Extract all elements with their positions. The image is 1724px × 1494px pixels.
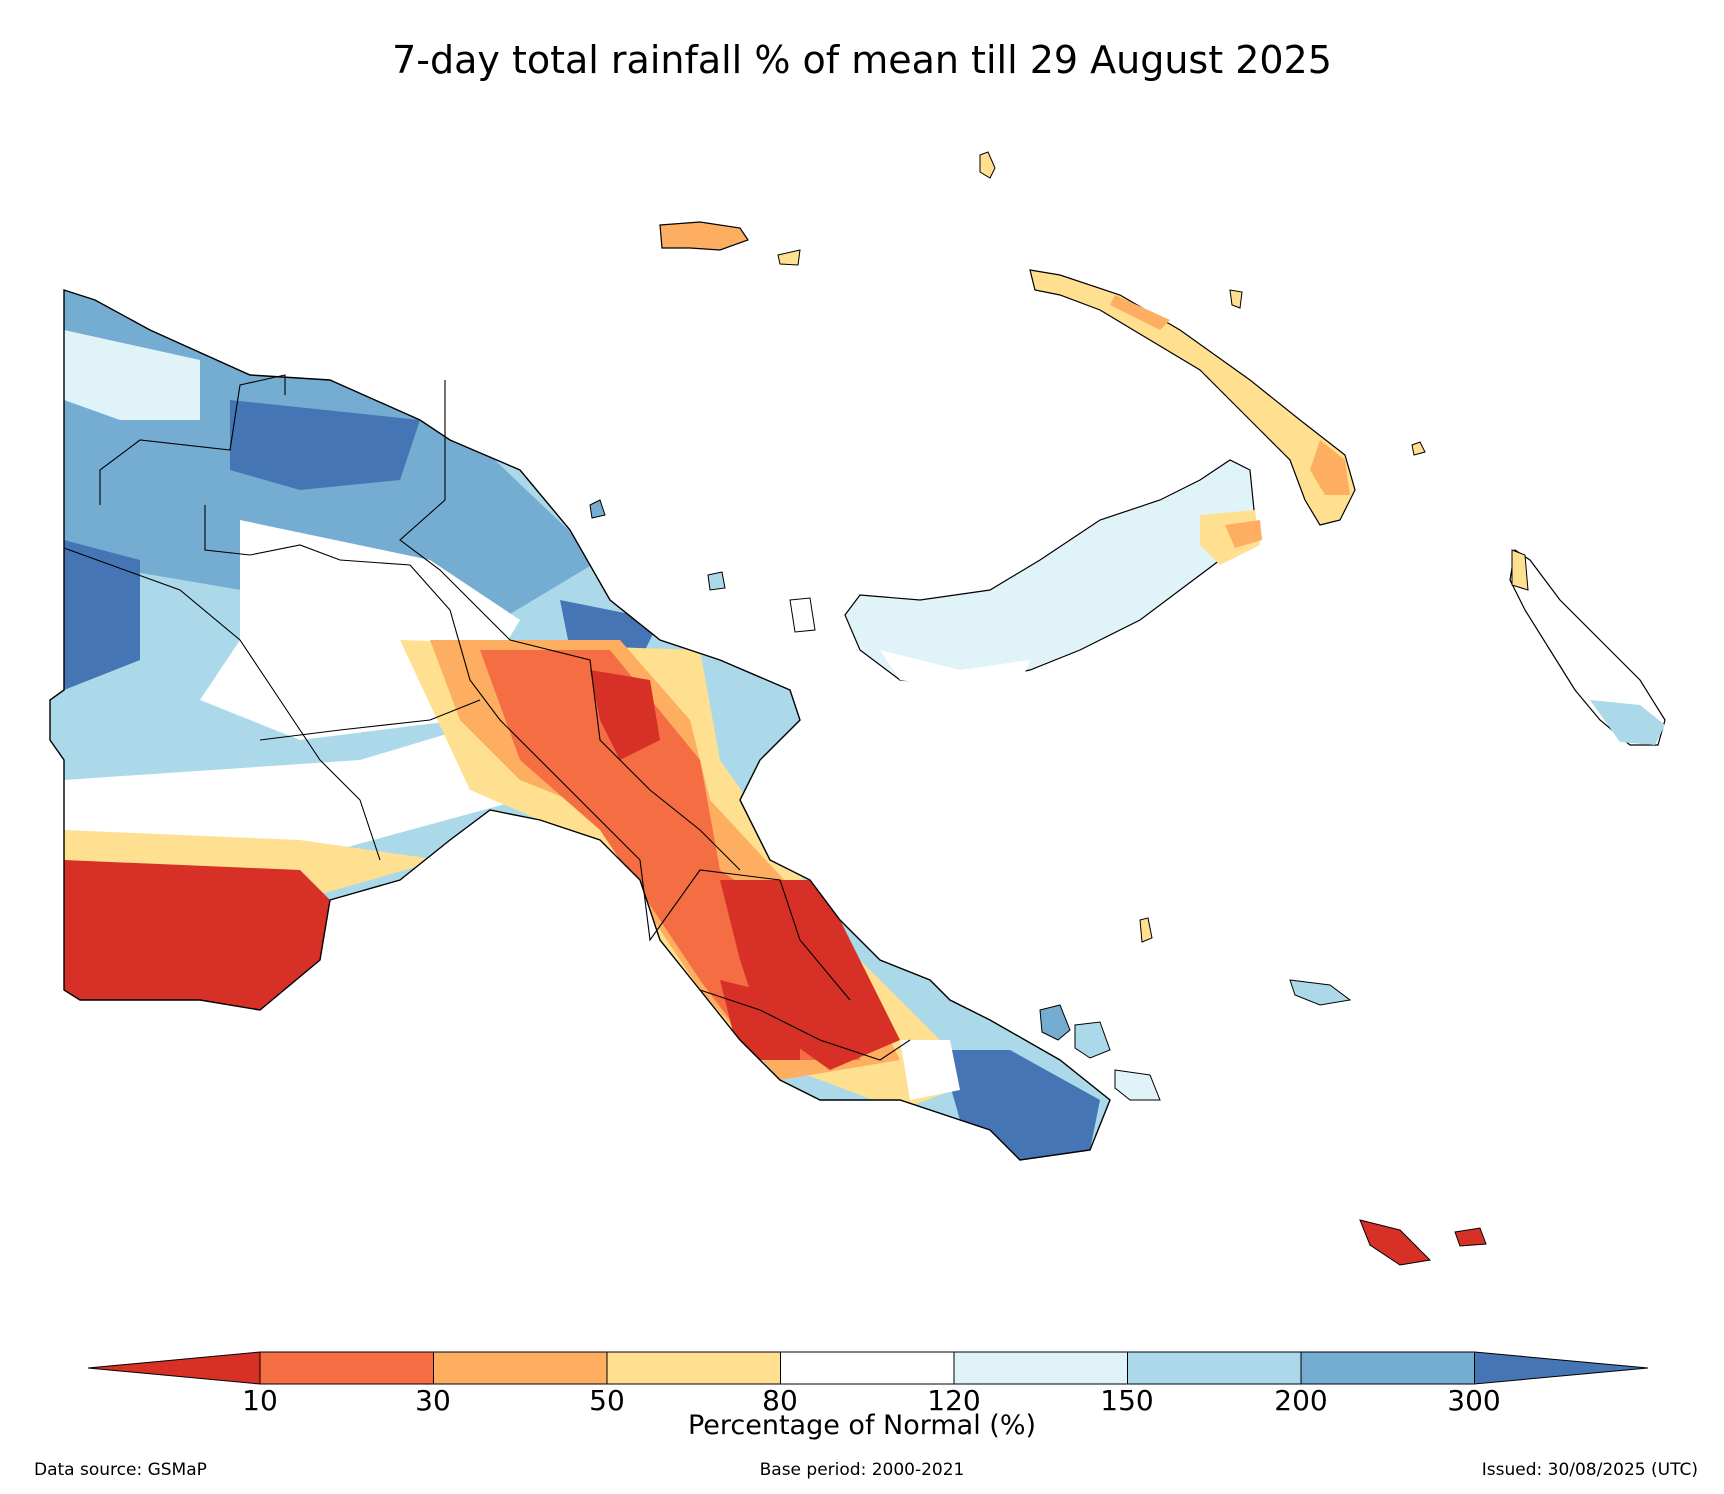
colorbar-tick-200: 200 [1274, 1384, 1328, 1417]
colorbar-segment-120-150 [953, 1351, 1128, 1385]
manus-island [659, 221, 749, 251]
colorbar-segment-10-30 [259, 1351, 434, 1385]
mussau-island [979, 151, 996, 179]
rossel-island [1454, 1227, 1487, 1247]
bougainville [1509, 548, 1666, 746]
province-boundaries [63, 374, 911, 1061]
new-ireland-north-dry [1110, 295, 1170, 330]
colorbar-high-extension [1474, 1351, 1649, 1385]
mainland-coastline [49, 289, 1111, 1161]
new-britain-south-normal [880, 650, 1030, 690]
umboi-island [789, 597, 816, 633]
woodlark-island [1289, 979, 1352, 1006]
bougainville-south-wet [1590, 700, 1665, 745]
goodenough-island [1039, 1004, 1071, 1041]
issued-date: Issued: 30/08/2025 (UTC) [1481, 1460, 1698, 1480]
karkar-island [589, 499, 606, 519]
colorbar-tick-80: 80 [762, 1384, 798, 1417]
buka-island [1511, 549, 1529, 591]
colorbar-label: Percentage of Normal (%) [687, 1410, 1037, 1441]
colorbar-segment-150-200 [1127, 1351, 1302, 1385]
colorbar-tick-50: 50 [589, 1384, 625, 1417]
colorbar-segment-30-50 [433, 1351, 608, 1385]
feni-island [1411, 441, 1426, 456]
colorbar-segment-50-80 [606, 1351, 781, 1385]
colorbar-tick-10: 10 [242, 1384, 278, 1417]
colorbar-tick-120: 120 [927, 1384, 981, 1417]
new-britain-east-drier [1225, 520, 1262, 548]
colorbar-tick-300: 300 [1447, 1384, 1501, 1417]
new-ireland [1029, 269, 1356, 526]
new-ireland-south-dry [1310, 440, 1350, 495]
map-title: 7-day total rainfall % of mean till 29 A… [392, 38, 1332, 82]
sudest-island [1359, 1219, 1432, 1266]
normanby-island [1114, 1069, 1161, 1101]
colorbar-segment-80-120 [780, 1351, 955, 1385]
long-island [707, 571, 726, 591]
colorbar-tick-30: 30 [415, 1384, 451, 1417]
base-period: Base period: 2000-2021 [759, 1460, 965, 1480]
fergusson-island [1074, 1021, 1111, 1059]
colorbar-low-extension [87, 1351, 261, 1385]
colorbar-tick-150: 150 [1100, 1384, 1154, 1417]
data-source: Data source: GSMaP [34, 1460, 207, 1480]
colorbar-segment-200-300 [1300, 1351, 1475, 1385]
manus-east-islet [777, 249, 801, 266]
trobriand-islet [1139, 917, 1153, 943]
tabar-island [1229, 289, 1243, 309]
